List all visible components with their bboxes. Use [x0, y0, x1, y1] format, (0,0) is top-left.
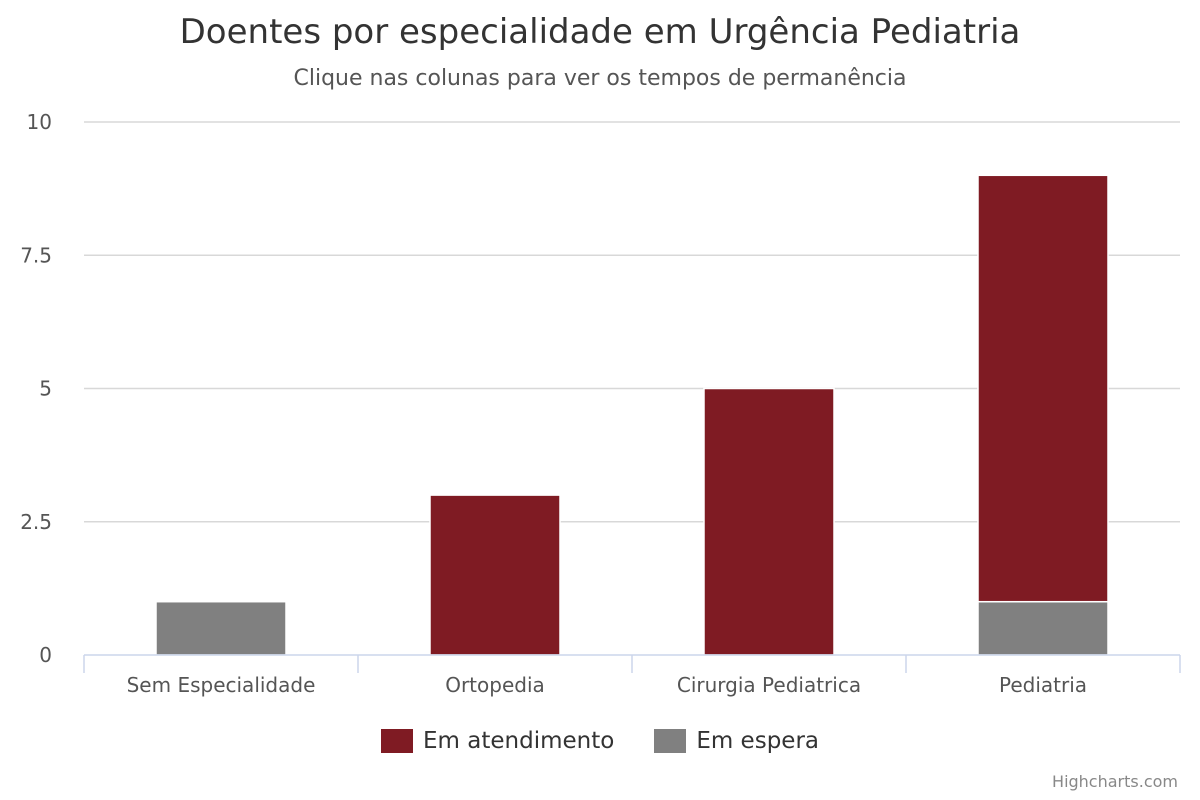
y-tick-label: 7.5: [20, 243, 52, 267]
x-category-label: Pediatria: [999, 673, 1087, 697]
chart-subtitle: Clique nas colunas para ver os tempos de…: [293, 66, 907, 91]
legend-swatch-em-atendimento: [381, 729, 413, 753]
bar-em-atendimento-3[interactable]: [977, 174, 1109, 603]
y-tick-label: 2.5: [20, 510, 52, 534]
credits-link[interactable]: Highcharts.com: [1052, 772, 1178, 791]
y-axis-labels: 0 2.5 5 7.5 10: [20, 110, 52, 667]
x-category-label: Ortopedia: [445, 673, 545, 697]
bars: [155, 174, 1109, 656]
x-axis: Sem Especialidade Ortopedia Cirurgia Pedia…: [83, 654, 1181, 697]
legend-label-em-espera: Em espera: [696, 728, 819, 754]
y-tick-label: 5: [39, 377, 52, 401]
legend-label-em-atendimento: Em atendimento: [423, 728, 615, 754]
bar-em-espera-0[interactable]: [155, 600, 287, 656]
chart-title: Doentes por especialidade em Urgência Pe…: [179, 12, 1021, 52]
bar-em-atendimento-2[interactable]: [703, 387, 835, 656]
legend-swatch-em-espera: [654, 729, 687, 753]
y-tick-label: 10: [27, 110, 52, 134]
x-category-label: Sem Especialidade: [127, 673, 316, 697]
y-tick-label: 0: [39, 643, 52, 667]
legend-item-em-espera[interactable]: Em espera: [654, 728, 819, 754]
legend-item-em-atendimento[interactable]: Em atendimento: [381, 728, 614, 754]
bar-em-espera-3[interactable]: [977, 600, 1109, 656]
bar-em-atendimento-1[interactable]: [429, 494, 561, 656]
x-category-label: Cirurgia Pediatrica: [677, 673, 861, 697]
legend: Em atendimento Em espera: [0, 728, 1200, 754]
